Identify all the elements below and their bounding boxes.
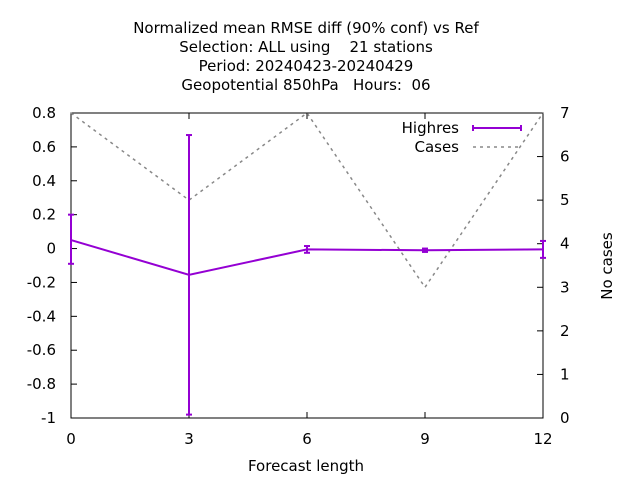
title-line-4: Geopotential 850hPa Hours: 06	[181, 76, 430, 94]
y2-tick-label: 5	[560, 191, 570, 209]
x-axis: 0 3 6 9 12	[66, 113, 553, 448]
y-tick-label: -0.2	[27, 273, 56, 291]
legend-label-highres: Highres	[402, 119, 460, 137]
y2-tick-label: 4	[560, 235, 570, 253]
y-tick-label: -0.8	[27, 375, 56, 393]
x-tick-label: 6	[302, 430, 312, 448]
title-line-2: Selection: ALL using 21 stations	[179, 38, 433, 56]
y2-tick-label: 2	[560, 322, 570, 340]
y-axis: -1 -0.8 -0.6 -0.4 -0.2 0 0.2 0.4 0.6 0.8	[27, 104, 77, 427]
x-tick-label: 3	[184, 430, 194, 448]
y2-tick-label: 3	[560, 278, 570, 296]
x-tick-label: 0	[66, 430, 76, 448]
x-tick-label: 12	[533, 430, 552, 448]
legend-label-cases: Cases	[414, 138, 459, 156]
y2-tick-label: 0	[560, 409, 570, 427]
x-tick-label: 9	[420, 430, 430, 448]
series-line-cases	[70, 111, 544, 289]
legend-swatch-highres	[472, 125, 522, 131]
series-layer	[68, 111, 546, 416]
y-tick-label: 0.6	[32, 138, 56, 156]
y-tick-label: -1	[41, 409, 56, 427]
y-tick-label: 0	[46, 240, 56, 258]
plot-frame	[70, 112, 544, 419]
y-tick-label: 0.2	[32, 206, 56, 224]
legend: Highres Cases	[402, 119, 522, 156]
title-line-3: Period: 20240423-20240429	[199, 57, 414, 75]
y-tick-label: -0.4	[27, 307, 56, 325]
y2-axis: 0 1 2 3 4 5 6 7	[537, 104, 570, 427]
y2-axis-label: No cases	[598, 232, 616, 300]
y2-tick-label: 6	[560, 148, 570, 166]
y-tick-label: 0.8	[32, 104, 56, 122]
y-tick-label: 0.4	[32, 172, 56, 190]
title-line-1: Normalized mean RMSE diff (90% conf) vs …	[133, 19, 479, 37]
y-tick-label: -0.6	[27, 341, 56, 359]
chart-title: Normalized mean RMSE diff (90% conf) vs …	[133, 19, 479, 94]
x-axis-label: Forecast length	[248, 457, 364, 475]
y2-tick-label: 7	[560, 104, 570, 122]
y2-tick-label: 1	[560, 365, 570, 383]
